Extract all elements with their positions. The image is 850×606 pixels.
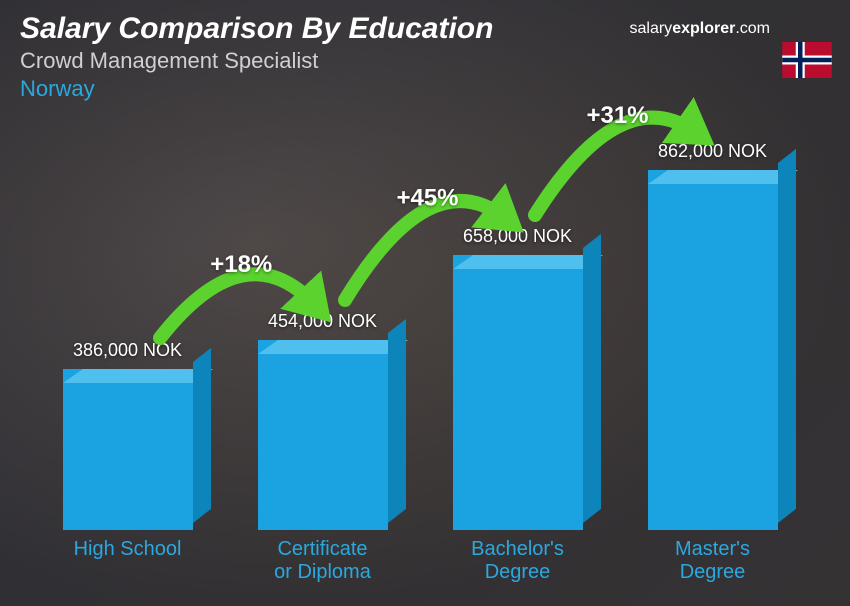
bar <box>258 340 388 530</box>
bar-chart: 386,000 NOK High School 454,000 NOK Cert… <box>40 118 800 588</box>
bar <box>453 255 583 530</box>
bar-value-label: 862,000 NOK <box>658 141 767 162</box>
bar-value-label: 454,000 NOK <box>268 311 377 332</box>
bar-column: 454,000 NOK Certificateor Diploma <box>235 311 410 588</box>
chart-country: Norway <box>20 76 493 102</box>
bar-column: 386,000 NOK High School <box>40 340 215 588</box>
bar-value-label: 386,000 NOK <box>73 340 182 361</box>
brand-label: salaryexplorer.com <box>630 20 771 38</box>
bar <box>648 170 778 530</box>
bar-category-label: Certificateor Diploma <box>274 538 371 588</box>
bar <box>63 369 193 530</box>
header: Salary Comparison By Education Crowd Man… <box>20 12 493 102</box>
bar-column: 862,000 NOK Master'sDegree <box>625 141 800 588</box>
bar-column: 658,000 NOK Bachelor'sDegree <box>430 226 605 588</box>
bar-category-label: Master'sDegree <box>675 538 750 588</box>
bar-category-label: Bachelor'sDegree <box>471 538 564 588</box>
norway-flag-icon <box>782 42 832 78</box>
chart-subtitle: Crowd Management Specialist <box>20 48 493 74</box>
chart-title: Salary Comparison By Education <box>20 12 493 46</box>
bar-value-label: 658,000 NOK <box>463 226 572 247</box>
bar-category-label: High School <box>74 538 182 588</box>
